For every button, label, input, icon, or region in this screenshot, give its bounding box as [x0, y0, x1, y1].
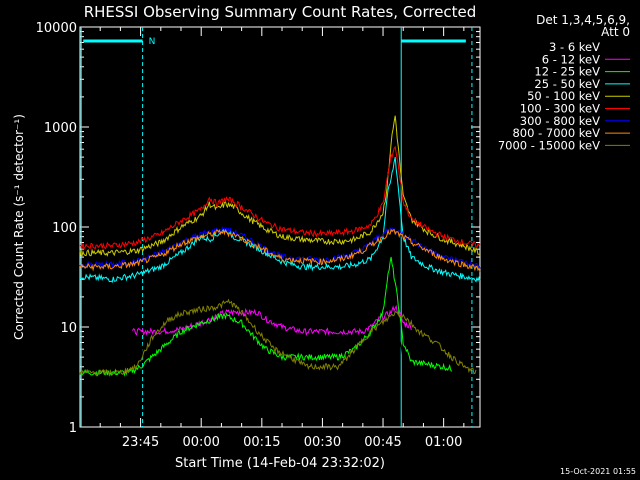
y-axis: 1 10 100 1000 10000 — [36, 21, 480, 436]
x-tick-label: 00:00 — [182, 435, 219, 450]
chart-title: RHESSI Observing Summary Count Rates, Co… — [84, 3, 477, 21]
legend-label: 50 - 100 keV — [527, 89, 600, 103]
y-axis-label: Corrected Count Rate (s⁻¹ detector⁻¹) — [12, 114, 26, 340]
series-line-100-300-kev — [79, 145, 481, 250]
series-line-25-50-kev — [79, 156, 481, 283]
series-line-12-25-kev — [79, 256, 453, 377]
legend-label: 300 - 800 keV — [520, 114, 600, 128]
y-tick-label: 100 — [52, 221, 77, 236]
legend-label: 800 - 7000 keV — [512, 126, 600, 140]
legend-label: 12 - 25 keV — [534, 65, 600, 79]
series-line-800-7000-kev — [79, 228, 481, 272]
legend-label: 3 - 6 keV — [549, 40, 600, 54]
night-label: N — [149, 37, 156, 47]
timestamp: 15-Oct-2021 01:55 — [560, 467, 636, 476]
legend-label: 6 - 12 keV — [542, 52, 600, 66]
y-tick-label: 1 — [69, 421, 77, 436]
series-line-6-12-kev — [132, 304, 412, 337]
x-tick-label: 01:00 — [425, 435, 462, 450]
y-tick-label: 10000 — [36, 21, 77, 36]
x-tick-label: 00:45 — [364, 435, 401, 450]
legend-label: 7000 - 15000 keV — [498, 138, 600, 152]
legend-label: 25 - 50 keV — [534, 77, 600, 91]
x-tick-label: 23:45 — [122, 435, 159, 450]
legend-label: 100 - 300 keV — [520, 102, 600, 116]
x-tick-label: 00:30 — [304, 435, 341, 450]
x-tick-label: 00:15 — [243, 435, 280, 450]
x-axis: 23:45 00:00 00:15 00:30 00:45 01:00 — [99, 27, 465, 450]
legend-header-line-1: Det 1,3,4,5,6,9, — [536, 13, 630, 27]
y-tick-label: 10 — [60, 321, 77, 336]
night-markers: N — [80, 27, 473, 427]
legend-header-line-2: Att 0 — [601, 25, 630, 39]
series-line-50-100-kev — [79, 115, 481, 257]
y-tick-label: 1000 — [44, 121, 77, 136]
series-line-3-6-kev — [79, 284, 416, 377]
series-line-7000-15000-kev — [79, 298, 477, 377]
x-axis-label: Start Time (14-Feb-04 23:32:02) — [175, 456, 385, 471]
series-lines — [79, 115, 481, 377]
